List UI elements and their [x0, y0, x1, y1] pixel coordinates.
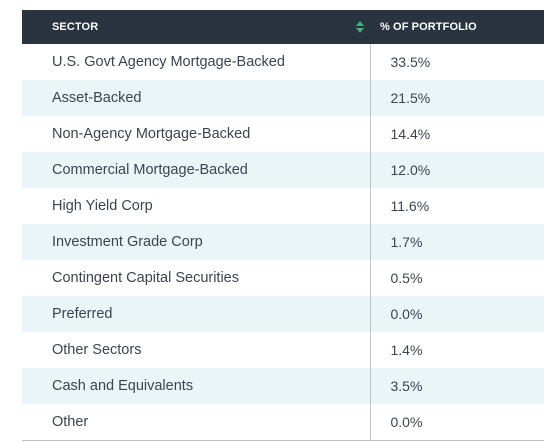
percent-cell: 0.0% — [370, 296, 544, 332]
table-header: SECTOR % OF PORTFOLIO — [22, 10, 544, 44]
table-row: Non-Agency Mortgage-Backed 14.4% — [22, 116, 544, 152]
sector-cell: High Yield Corp — [22, 188, 371, 224]
sector-cell: Investment Grade Corp — [22, 224, 371, 260]
percent-cell: 3.5% — [370, 368, 544, 404]
table-row: U.S. Govt Agency Mortgage-Backed 33.5% — [22, 44, 544, 80]
sector-cell: Contingent Capital Securities — [22, 260, 371, 296]
sort-up-down-icon[interactable] — [356, 21, 364, 33]
sector-cell: Cash and Equivalents — [22, 368, 371, 404]
sector-column-header[interactable]: SECTOR — [22, 10, 370, 44]
table-row: Contingent Capital Securities 0.5% — [22, 260, 544, 296]
sector-cell: Asset-Backed — [22, 80, 371, 116]
table-row: Other Sectors 1.4% — [22, 332, 544, 368]
sector-cell: Other Sectors — [22, 332, 371, 368]
table-row: Other 0.0% — [22, 404, 544, 441]
percent-cell: 1.4% — [370, 332, 544, 368]
sector-cell: Other — [22, 404, 371, 441]
percent-cell: 0.5% — [370, 260, 544, 296]
table-row: Cash and Equivalents 3.5% — [22, 368, 544, 404]
percent-cell: 0.0% — [370, 404, 544, 441]
percent-cell: 21.5% — [370, 80, 544, 116]
sector-cell: Preferred — [22, 296, 371, 332]
percent-cell: 33.5% — [370, 44, 544, 80]
percent-header-label: % OF PORTFOLIO — [380, 21, 477, 33]
portfolio-sector-table: SECTOR % OF PORTFOLIO U.S. Govt Agency M… — [22, 10, 544, 441]
header-row: SECTOR % OF PORTFOLIO — [22, 10, 544, 44]
percent-cell: 12.0% — [370, 152, 544, 188]
percent-column-header[interactable]: % OF PORTFOLIO — [370, 10, 544, 44]
sector-table: SECTOR % OF PORTFOLIO U.S. Govt Agency M… — [22, 10, 544, 441]
percent-cell: 1.7% — [370, 224, 544, 260]
sector-cell: U.S. Govt Agency Mortgage-Backed — [22, 44, 371, 80]
table-row: High Yield Corp 11.6% — [22, 188, 544, 224]
table-row: Investment Grade Corp 1.7% — [22, 224, 544, 260]
percent-cell: 11.6% — [370, 188, 544, 224]
percent-cell: 14.4% — [370, 116, 544, 152]
sector-cell: Commercial Mortgage-Backed — [22, 152, 371, 188]
table-row: Commercial Mortgage-Backed 12.0% — [22, 152, 544, 188]
table-row: Asset-Backed 21.5% — [22, 80, 544, 116]
sector-header-label: SECTOR — [52, 21, 99, 33]
table-body: U.S. Govt Agency Mortgage-Backed 33.5% A… — [22, 44, 544, 441]
sector-cell: Non-Agency Mortgage-Backed — [22, 116, 371, 152]
table-row: Preferred 0.0% — [22, 296, 544, 332]
